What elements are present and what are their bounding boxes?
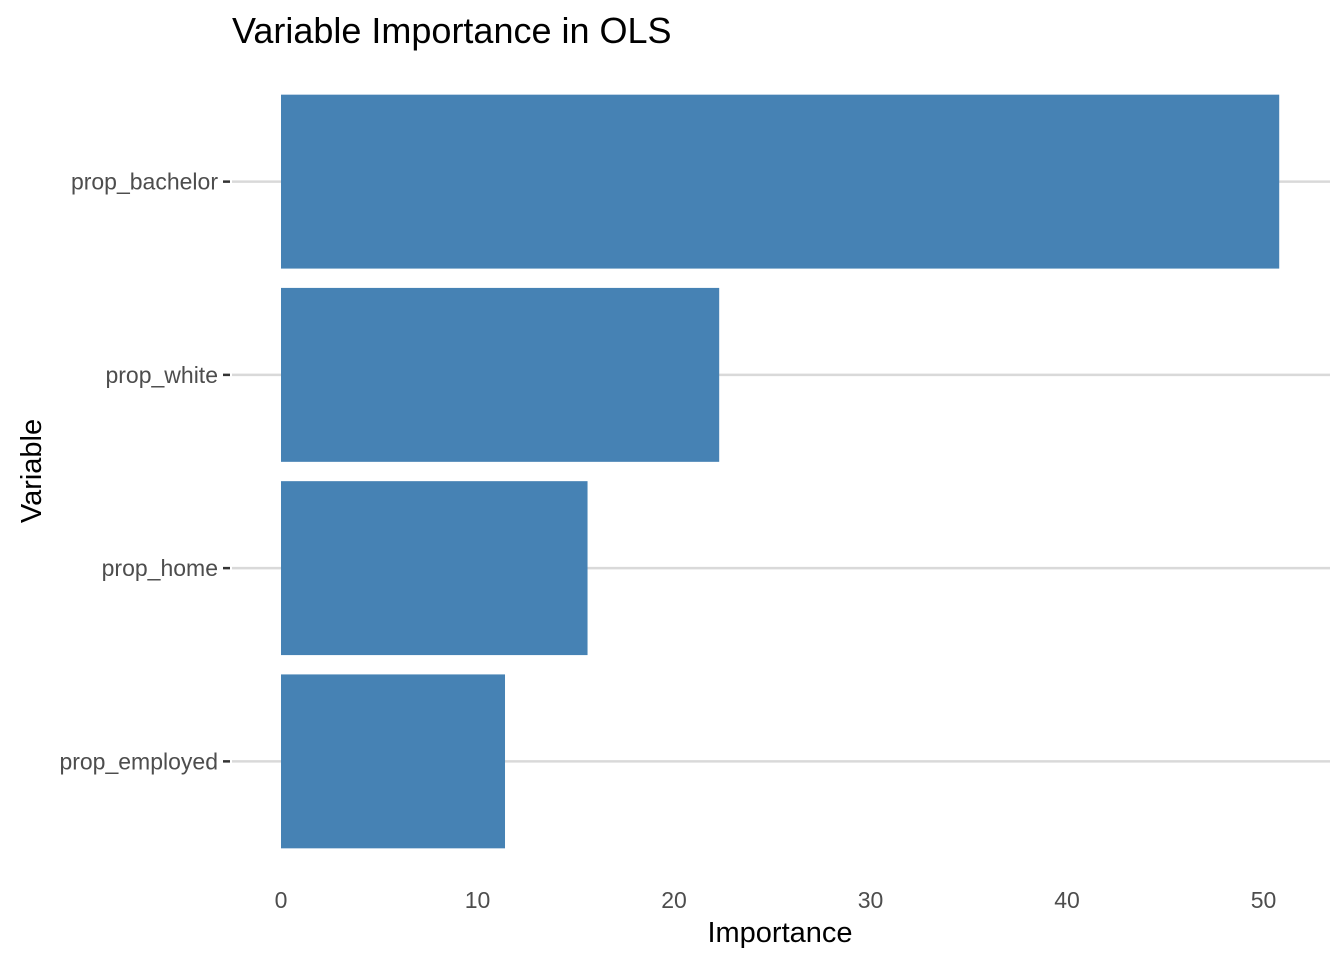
bar-prop-white <box>281 287 720 462</box>
bar-prop-employed <box>281 674 506 849</box>
x-tick-label: 0 <box>275 887 288 913</box>
y-tick-label: prop_employed <box>59 748 218 774</box>
x-tick-label: 50 <box>1251 887 1277 913</box>
y-tick-label: prop_home <box>102 555 218 581</box>
x-tick-label: 20 <box>661 887 687 913</box>
y-axis: prop_bachelor prop_white prop_home prop_emp… <box>59 169 230 774</box>
y-tick-label: prop_bachelor <box>71 169 218 195</box>
x-tick-label: 40 <box>1054 887 1080 913</box>
y-axis-title: Variable <box>16 419 48 523</box>
x-tick-label: 30 <box>858 887 884 913</box>
bar-prop-home <box>281 481 588 656</box>
bars <box>281 94 1280 849</box>
x-axis: 0 10 20 30 40 50 <box>275 887 1277 913</box>
chart-title: Variable Importance in OLS <box>232 10 672 51</box>
bar-prop-bachelor <box>281 94 1280 269</box>
x-axis-title: Importance <box>707 917 852 949</box>
x-tick-label: 10 <box>465 887 491 913</box>
y-tick-label: prop_white <box>105 362 218 388</box>
